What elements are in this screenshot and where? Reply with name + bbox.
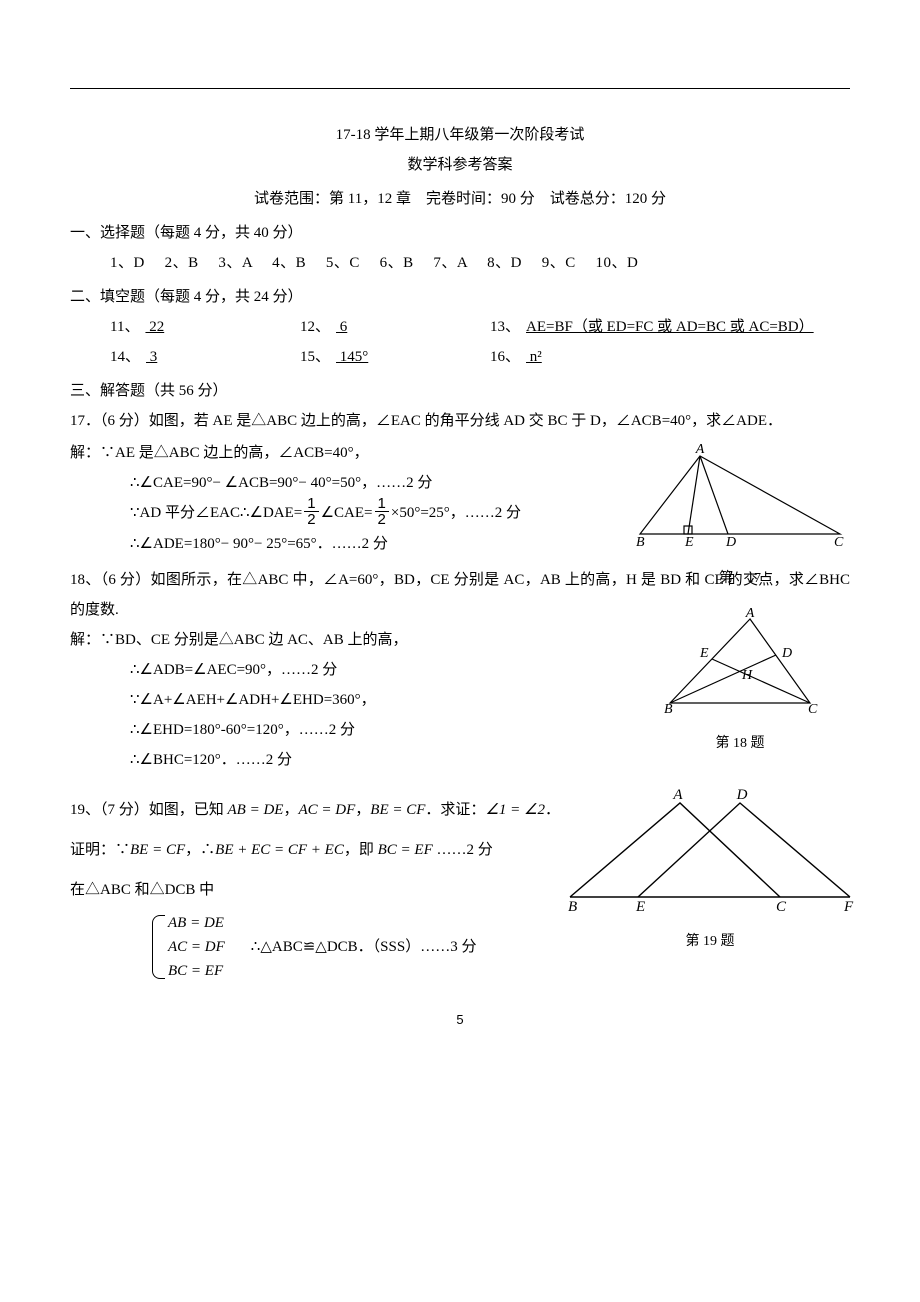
q19-cond2: AC = DF [298,802,355,818]
lbl-B: B [664,702,673,717]
doc-title-1: 17-18 学年上期八年级第一次阶段考试 [70,120,850,150]
blank-14: 14、 3 [110,342,300,372]
blank-15-value: 145° [330,349,374,365]
section-2-heading: 二、填空题（每题 4 分，共 24 分） [70,282,850,312]
q19-stem: 19、（7 分）如图，已知 AB = DE，AC = DF，BE = CF．求证… [70,795,590,825]
q18: 18、（6 分）如图所示，在△ABC 中，∠A=60°，BD，CE 分别是 AC… [70,565,850,775]
doc-scope: 试卷范围：第 11，12 章 完卷时间：90 分 试卷总分：120 分 [70,184,850,214]
blank-16-label: 16、 [490,349,520,365]
doc-title-2: 数学科参考答案 [70,150,850,180]
frac-1-2-b: 12 [375,496,389,527]
triangle-altitudes-icon: A B C E D H [650,607,830,717]
lbl-B: B [568,899,577,915]
q17-l3b: ∠CAE= [321,505,373,521]
blank-12-value: 6 [330,319,353,335]
section-1-answers: 1、D 2、B 3、A 4、B 5、C 6、B 7、A 8、D 9、C 10、D [70,248,850,278]
blank-13-value: AE=BF（或 ED=FC 或 AD=BC 或 AC=BD） [520,319,820,335]
lbl-F: F [843,899,854,915]
top-rule [70,88,850,89]
blank-15-label: 15、 [300,349,330,365]
lbl-D: D [725,535,736,550]
blank-16-value: n² [520,349,548,365]
section-3-heading: 三、解答题（共 56 分） [70,376,850,406]
page-number: 5 [70,1007,850,1033]
lbl-D: D [781,646,792,661]
triangle-icon: A B E D C [630,442,850,552]
lbl-A: A [745,607,755,621]
lbl-A: A [672,787,683,803]
q19-p1: 证明：∵BE = CF，∴BE + EC = CF + EC，即 BC = EF… [70,835,590,865]
q19-cond1: AB = DE [228,802,284,818]
q17: 17．（6 分）如图，若 AE 是△ABC 边上的高，∠EAC 的角平分线 AD… [70,406,850,559]
sys-3: BC = EF [168,959,233,983]
section-1-heading: 一、选择题（每题 4 分，共 40 分） [70,218,850,248]
blank-12: 12、 6 [300,312,490,342]
q19-figure: A D B E C F 第 19 题 [560,785,860,956]
blank-13: 13、AE=BF（或 ED=FC 或 AD=BC 或 AC=BD） [490,312,850,342]
lbl-B: B [636,535,645,550]
q19-goal: ∠1 = ∠2 [485,802,545,818]
lbl-A: A [695,442,705,457]
blank-13-label: 13、 [490,319,520,335]
q17-l3a: ∵AD 平分∠EAC∴∠DAE= [130,505,302,521]
frac-1-2-a: 12 [304,496,318,527]
lbl-E: E [699,646,709,661]
blank-12-label: 12、 [300,319,330,335]
blank-15: 15、 145° [300,342,490,372]
q19-caption: 第 19 题 [560,928,860,956]
lbl-C: C [776,899,787,915]
q18-caption: 第 18 题 [650,730,830,758]
q17-stem: 17．（6 分）如图，若 AE 是△ABC 边上的高，∠EAC 的角平分线 AD… [70,406,850,436]
blank-11-label: 11、 [110,319,139,335]
q18-figure: A B C E D H 第 18 题 [650,607,830,758]
lbl-H: H [741,668,753,683]
q19-cond3: BE = CF [370,802,425,818]
lbl-C: C [834,535,844,550]
lbl-E: E [635,899,645,915]
blank-14-value: 3 [140,349,163,365]
q19: A D B E C F 第 19 题 19、（7 分）如图，已知 AB = DE… [70,795,850,983]
two-triangles-icon: A D B E C F [560,785,860,915]
sys-2: AC = DF [168,935,233,959]
blank-14-label: 14、 [110,349,140,365]
fill-row-2: 14、 3 15、 145° 16、 n² [70,342,850,372]
blank-11-value: 22 [139,319,170,335]
sys-1: AB = DE [168,911,233,935]
fill-row-1: 11、 22 12、 6 13、AE=BF（或 ED=FC 或 AD=BC 或 … [70,312,850,342]
q19-stem-a: 19、（7 分）如图，已知 [70,802,228,818]
blank-16: 16、 n² [490,342,850,372]
blank-11: 11、 22 [110,312,300,342]
page: 17-18 学年上期八年级第一次阶段考试 数学科参考答案 试卷范围：第 11，1… [0,0,920,1302]
lbl-C: C [808,702,818,717]
brace-icon: AB = DE AC = DF BC = EF [150,911,233,983]
q19-concl: ∴△ABC≌△DCB．（SSS）……3 分 [251,932,477,962]
q17-l3c: ×50°=25°，……2 分 [391,505,521,521]
lbl-D: D [736,787,748,803]
lbl-E: E [684,535,694,550]
